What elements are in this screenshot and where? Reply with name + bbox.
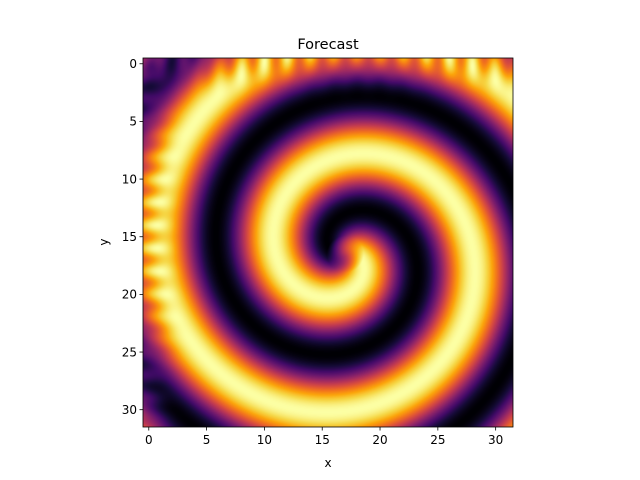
x-tick-label: 15 <box>315 433 330 447</box>
y-axis-ticks: 0 5 10 15 20 25 30 <box>122 57 143 417</box>
x-tick-label: 10 <box>257 433 272 447</box>
axes-frame <box>142 57 514 428</box>
x-axis-label: x <box>324 456 331 470</box>
heatmap-canvas <box>143 58 513 427</box>
y-tick-label: 20 <box>122 288 137 302</box>
x-tick-label: 5 <box>203 433 211 447</box>
x-axis-ticks: 0 5 10 15 20 25 30 <box>145 427 503 447</box>
heatmap-canvas-wrapper <box>143 58 513 427</box>
x-tick-label: 0 <box>145 433 153 447</box>
y-tick-label: 25 <box>122 345 137 359</box>
y-tick-label: 10 <box>122 172 137 186</box>
y-axis-label: y <box>97 238 111 245</box>
heatmap <box>143 58 513 427</box>
x-tick-label: 25 <box>430 433 445 447</box>
y-tick-label: 0 <box>129 57 137 71</box>
y-tick-label: 5 <box>129 115 137 129</box>
chart-title: Forecast <box>297 37 359 53</box>
y-tick-label: 15 <box>122 230 137 244</box>
x-tick-label: 30 <box>488 433 503 447</box>
x-tick-label: 20 <box>372 433 387 447</box>
y-tick-label: 30 <box>122 403 137 417</box>
